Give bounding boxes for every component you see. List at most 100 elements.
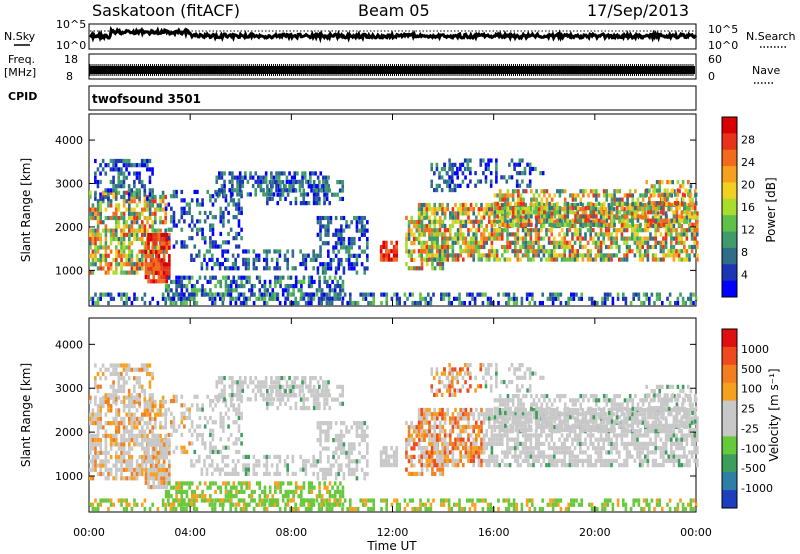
velocity-cell [130,446,134,451]
velocity-cell [141,433,144,438]
velocity-cell [96,371,100,377]
power-cell [573,211,577,216]
power-cell [198,288,202,293]
noise-tick-left-high: 10^5 [56,18,86,31]
power-cell [138,236,141,242]
power-cell [333,192,337,197]
power-cell [125,292,128,297]
velocity-cell [125,429,128,434]
power-cell [592,193,596,198]
power-cell [506,244,509,250]
power-cell [553,193,557,198]
velocity-cell [285,384,289,389]
power-cell [104,236,108,242]
power-cell [193,300,196,306]
power-cell [99,266,102,271]
power-cell [332,257,335,263]
power-cell [94,241,97,246]
velocity-cell [159,425,162,430]
power-cell [220,188,224,193]
power-cell [464,219,468,224]
power-cell [89,296,92,301]
power-cell [456,253,460,258]
power-cell [363,270,367,275]
power-cell [645,192,649,197]
power-cell [363,249,367,254]
power-cell [509,193,512,198]
power-cell [143,199,147,204]
power-cell [165,245,169,250]
power-cell [617,215,621,220]
power-cell [258,275,262,280]
power-cell [552,236,556,241]
velocity-cell [159,433,162,438]
power-cell [425,240,429,245]
power-cell [127,158,131,164]
power-cell [237,283,241,289]
power-cell [568,253,572,258]
power-cell [177,279,181,284]
power-cell [459,166,462,172]
power-cell [690,244,694,250]
power-cell [183,240,186,245]
velocity-cell [117,454,121,460]
power-cell [506,201,510,206]
power-cell [237,296,241,301]
power-cell [658,296,661,301]
power-cell [221,300,225,306]
velocity-cell [117,380,121,385]
power-cell [690,211,694,216]
power-cell [509,222,512,227]
power-cell [245,275,249,280]
power-cell [254,192,258,197]
power-cell [133,184,136,189]
velocity-cell [324,380,328,385]
power-cell [112,167,115,172]
power-cell [435,257,439,262]
power-cell [96,203,100,208]
power-cell [319,232,322,237]
power-cell [104,241,108,246]
power-cell [435,253,439,258]
power-cell [333,296,336,301]
power-cell [503,244,507,250]
power-cell [443,223,447,229]
power-cell [613,222,616,227]
power-cell [477,253,481,258]
velocity-cell [89,467,92,472]
power-cell [214,275,217,280]
power-cell [271,292,274,297]
velocity-cell [277,380,281,385]
power-cell [584,222,588,227]
power-cell [363,224,367,229]
power-cell [482,240,486,245]
power-cell [504,193,507,198]
velocity-cell [114,393,118,398]
power-cell [196,279,199,284]
power-cell [678,222,681,227]
velocity-cell [99,404,102,409]
power-cell [429,300,433,306]
velocity-cell [232,403,236,408]
power-cell [125,232,128,237]
power-cell [231,192,234,197]
power-cell [493,193,497,198]
power-cell [569,222,572,227]
power-cell [203,236,207,241]
velocity-cell [147,472,150,477]
power-cell [91,270,95,275]
velocity-cell [130,476,134,481]
power-cell [456,236,460,241]
power-cell [138,215,141,221]
power-cell [526,228,530,233]
power-cell [363,232,367,237]
velocity-cell [117,425,121,430]
power-cell [353,236,356,242]
velocity-cell [162,463,166,468]
power-cell [584,218,588,223]
velocity-cell [209,445,212,450]
power-cell [294,196,298,202]
power-cell [535,189,538,194]
power-cell [112,188,115,193]
power-cell [339,292,342,297]
